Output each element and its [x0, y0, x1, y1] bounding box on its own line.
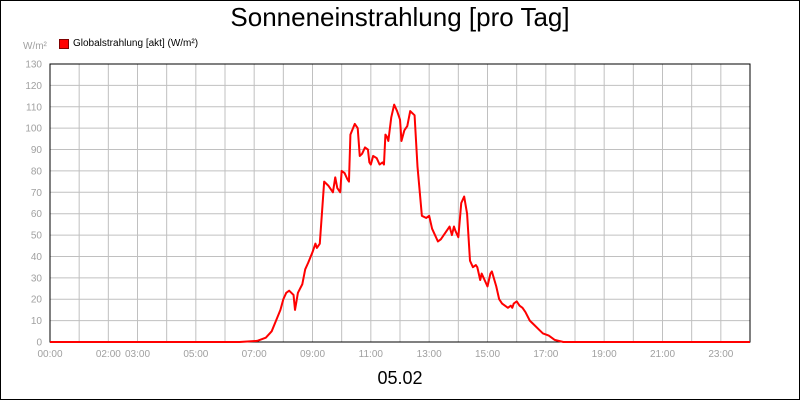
legend-swatch — [59, 38, 69, 49]
x-tick-label: 00:00 — [37, 349, 62, 360]
legend-label: Globalstrahlung [akt] (W/m²) — [73, 38, 199, 49]
y-tick-label: 60 — [31, 209, 43, 220]
y-tick-label: 0 — [36, 338, 42, 349]
y-tick-label: 70 — [31, 188, 43, 199]
y-tick-label: 110 — [26, 102, 42, 113]
x-tick-label: 13:00 — [417, 349, 442, 360]
x-tick-label: 05:00 — [183, 349, 208, 360]
y-tick-label: 90 — [31, 145, 43, 156]
x-tick-label: 09:00 — [300, 349, 325, 360]
y-tick-label: 50 — [31, 231, 43, 242]
x-tick-label: 15:00 — [475, 349, 500, 360]
y-tick-label: 20 — [31, 295, 43, 306]
x-tick-label: 21:00 — [650, 349, 675, 360]
legend[interactable]: Globalstrahlung [akt] (W/m²) — [59, 38, 198, 49]
x-tick-label: 07:00 — [242, 349, 267, 360]
chart-title: Sonneneinstrahlung [pro Tag] — [230, 2, 570, 32]
x-tick-label: 11:00 — [359, 349, 384, 360]
x-tick-label: 17:00 — [533, 349, 558, 360]
y-tick-label: 100 — [25, 124, 42, 135]
x-tick-label: 03:00 — [125, 349, 150, 360]
axes: 0 10 20 30 40 50 60 70 80 90 100 110 120 130 00:00 02:0… — [25, 60, 751, 360]
y-tick-label: 30 — [31, 273, 43, 284]
y-tick-label: 130 — [25, 60, 42, 71]
chart-date-label: 05.02 — [377, 368, 423, 388]
y-axis-unit-label: W/m² — [23, 41, 47, 52]
series-layer — [50, 103, 750, 343]
x-tick-label: 19:00 — [592, 349, 617, 360]
x-tick-label: 02:00 — [96, 349, 121, 360]
plot-area-border — [49, 63, 751, 343]
y-tick-label: 80 — [31, 166, 43, 177]
grid — [50, 64, 750, 342]
series-line-globalstrahlung — [50, 103, 750, 343]
y-tick-label: 10 — [31, 316, 43, 327]
y-tick-label: 40 — [31, 252, 43, 263]
y-tick-label: 120 — [25, 81, 42, 92]
x-tick-label: 23:00 — [708, 349, 733, 360]
